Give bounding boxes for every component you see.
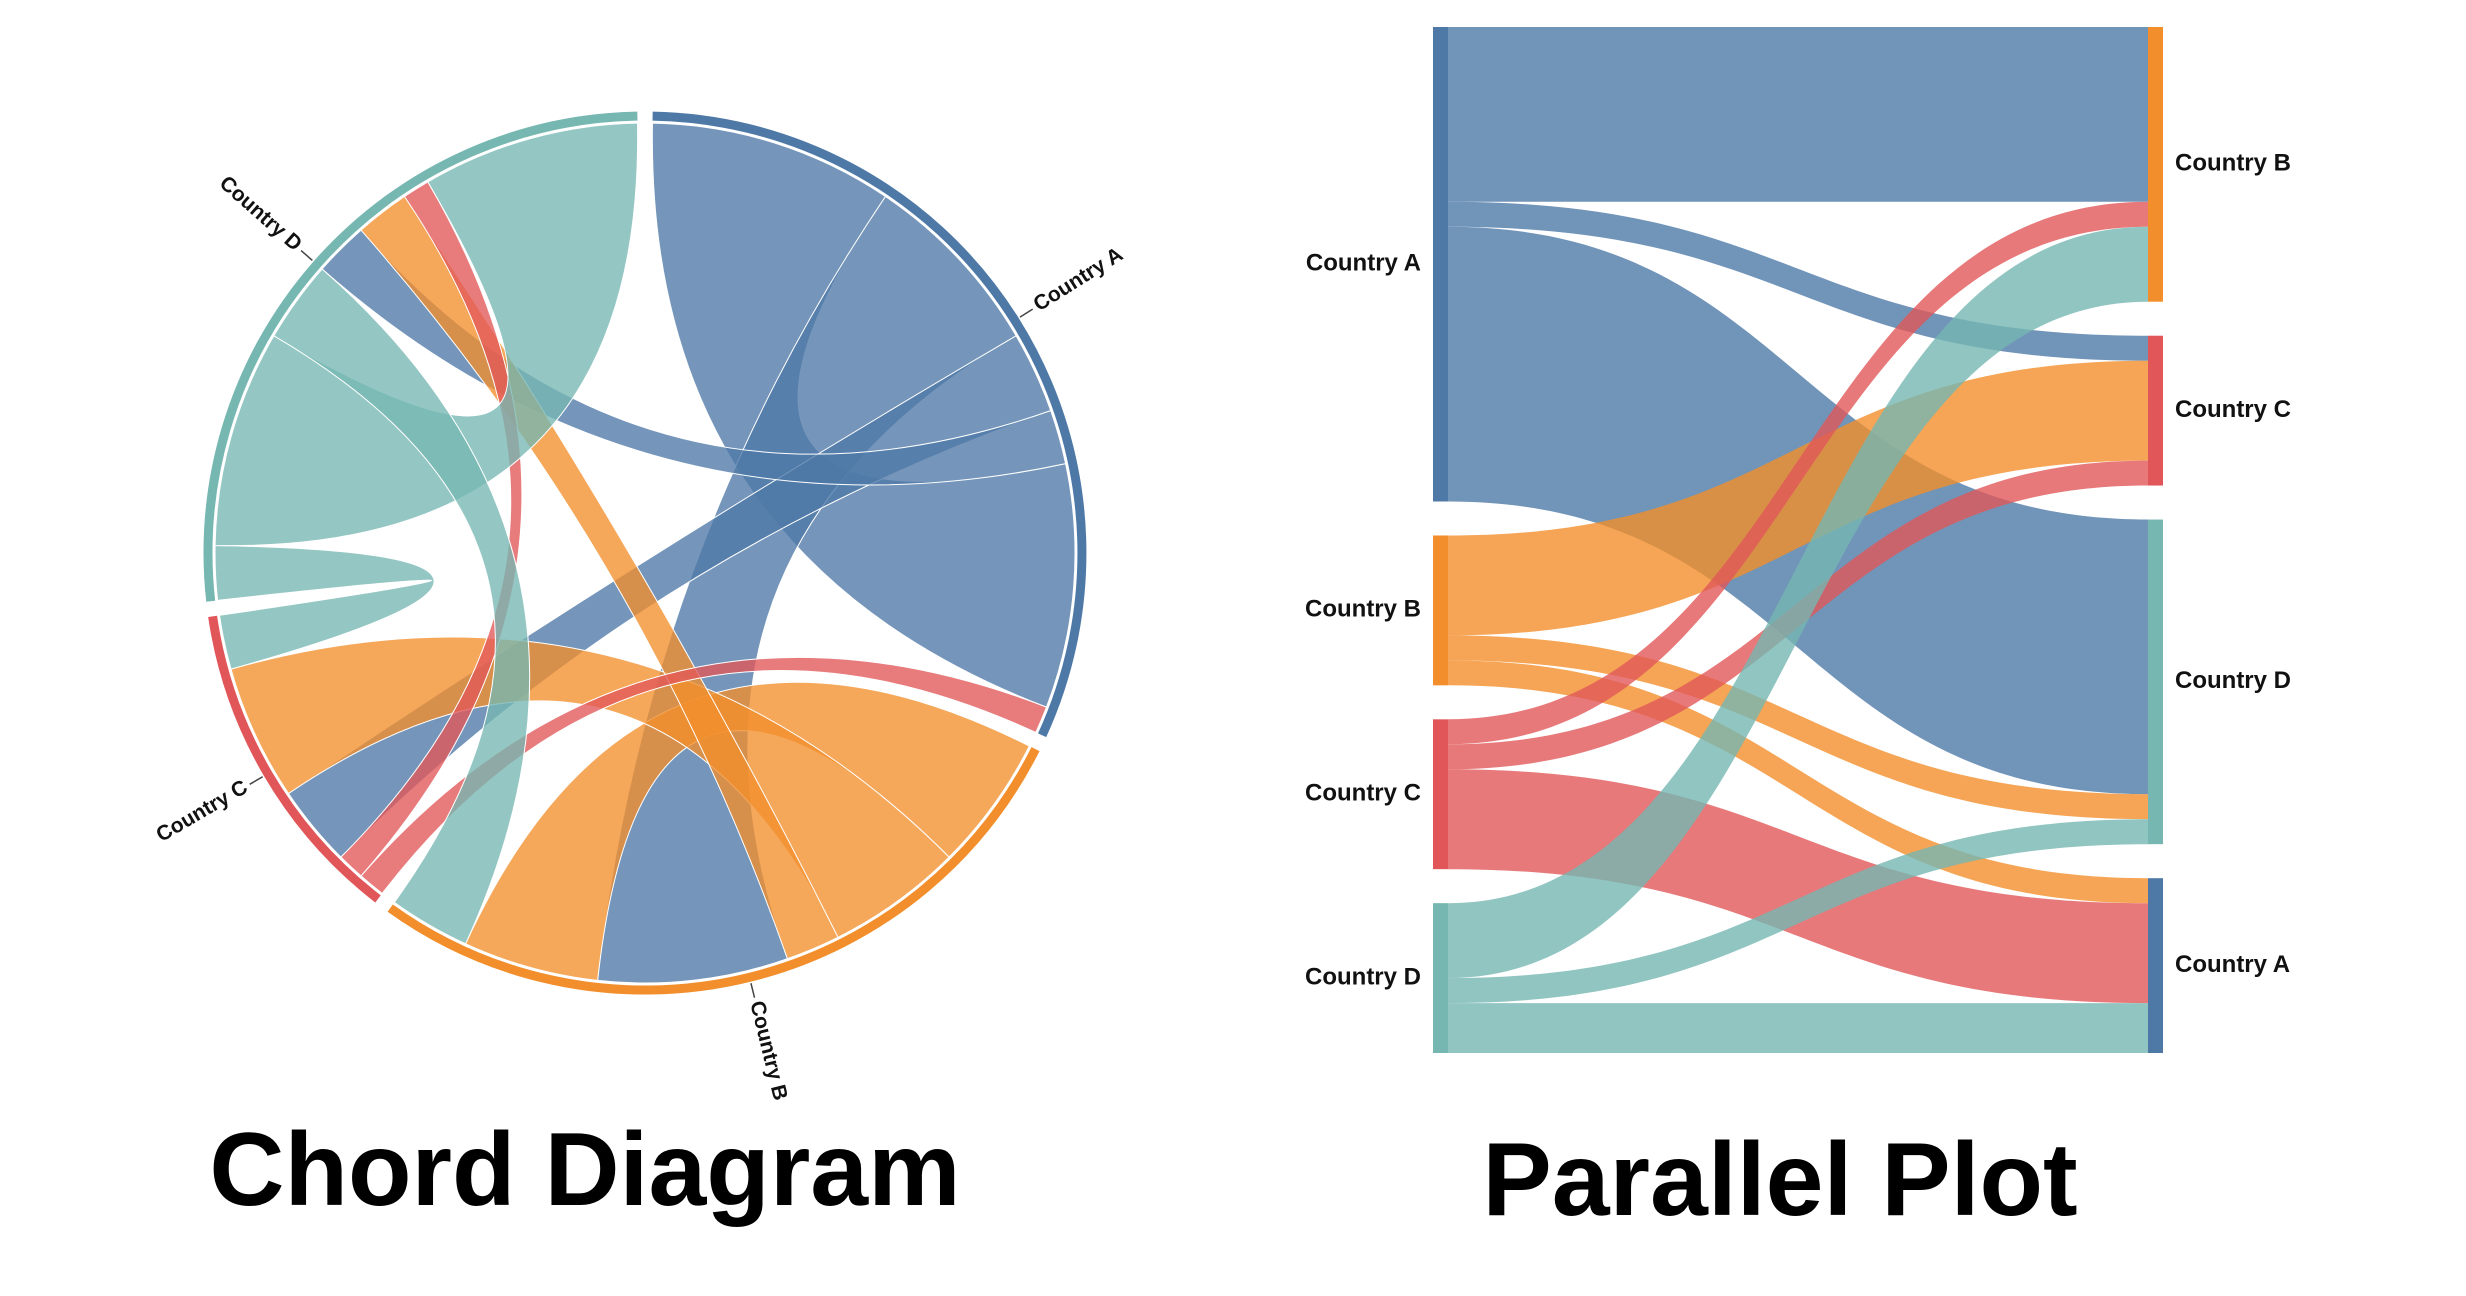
right-node-country-d [2148,519,2163,845]
left-node-label-country-d: Country D [1305,963,1421,990]
flow-country-d-to-country-d [1448,819,2148,1004]
left-node-country-a [1433,27,1448,502]
left-node-label-country-c: Country C [1305,780,1421,807]
right-node-country-a [2148,878,2163,1053]
group-tick-country-c [249,776,264,785]
flow-country-a-to-country-c [1448,201,2148,361]
group-arc-country-d [203,111,638,602]
group-tick-country-b [750,982,756,998]
chord-diagram: Country A Country B Country C Country D [152,111,1127,1103]
flow-country-c-to-country-b [1448,201,2148,745]
flow-country-c-to-country-a [1448,769,2148,1004]
chord-diagram-title: Chord Diagram [209,1112,961,1228]
flow-country-b-to-country-d [1448,635,2148,820]
flow-country-b-to-country-c [1448,360,2148,636]
left-node-label-country-b: Country B [1305,596,1421,623]
right-node-country-b [2148,27,2163,302]
right-node-label-country-d: Country D [2175,667,2291,694]
left-node-country-b [1433,535,1448,686]
group-label-country-b: Country B [745,999,792,1103]
flow-country-a-to-country-b [1448,27,2148,202]
ribbon-country-d-to-country-c [214,544,435,670]
group-tick-country-d [300,249,313,261]
right-node-label-country-b: Country B [2175,150,2291,177]
group-label-country-a: Country A [1029,243,1126,316]
flow-country-d-to-country-a [1448,1003,2148,1053]
left-node-country-d [1433,903,1448,1053]
parallel-plot-title: Parallel Plot [1482,1122,2078,1238]
group-arc-country-b [387,747,1040,995]
parallel-plot: Country A Country B Country C Country D Coun… [1305,27,2291,1053]
right-node-country-c [2148,335,2163,486]
left-node-label-country-a: Country A [1306,250,1421,277]
ribbon-country-d-to-country-b [273,268,531,945]
left-node-country-c [1433,719,1448,870]
group-label-country-d: Country D [215,172,306,256]
flow-country-b-to-country-a [1448,660,2148,904]
right-node-label-country-c: Country C [2175,396,2291,423]
right-node-label-country-a: Country A [2175,951,2290,978]
group-arc-country-a [652,111,1087,738]
ribbon-country-b-to-country-d [360,195,839,960]
group-tick-country-a [1019,308,1034,318]
flow-country-d-to-country-b [1448,226,2148,979]
group-arc-country-c [208,615,381,903]
group-label-country-c: Country C [152,776,251,847]
